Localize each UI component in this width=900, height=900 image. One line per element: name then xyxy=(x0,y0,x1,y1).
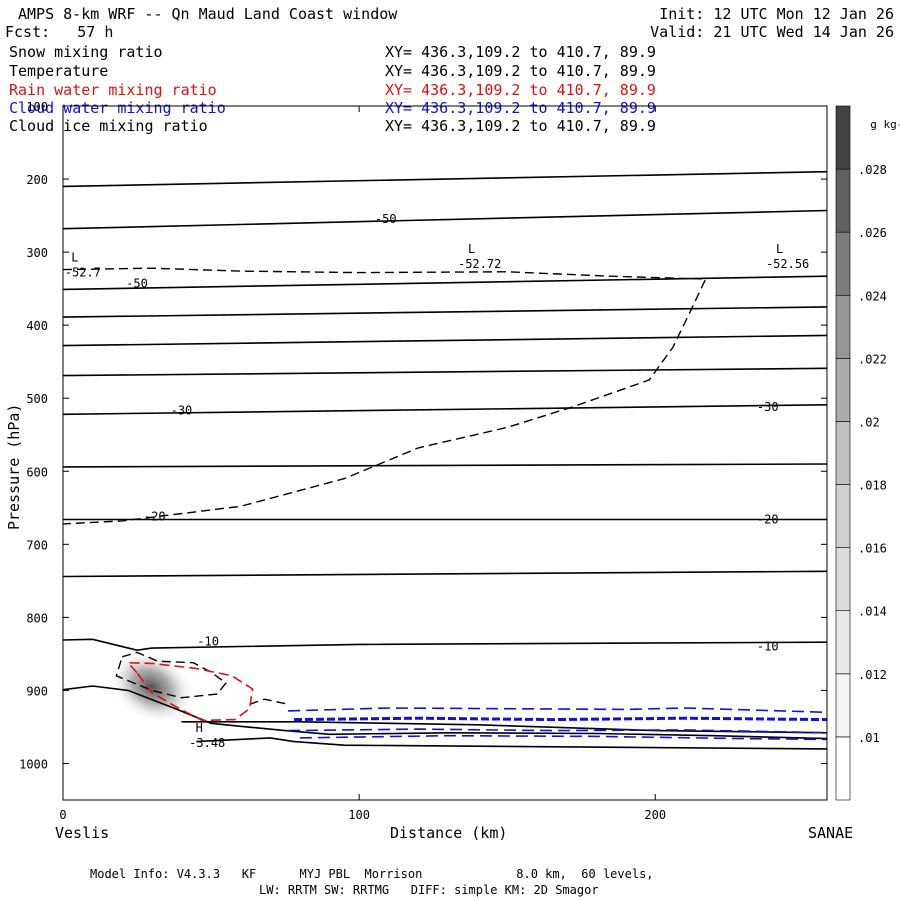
extremum-marker: H xyxy=(196,721,203,735)
extremum-value: -3.48 xyxy=(189,736,225,750)
plot-frame xyxy=(62,105,828,801)
colorbar-label: .028 xyxy=(858,163,887,177)
temperature-contour xyxy=(63,463,827,468)
field-xy-snow: XY= 436.3,109.2 to 410.7, 89.9 xyxy=(385,43,656,61)
colorbar-label: .022 xyxy=(858,352,887,366)
field-name-snow: Snow mixing ratio xyxy=(9,43,163,61)
temperature-contour xyxy=(181,721,827,734)
contour-label: -20 xyxy=(144,510,166,524)
extremum-value: -52.72 xyxy=(458,257,501,271)
model-info-line1: Model Info: V4.3.3 KF MYJ PBL Morrison 8… xyxy=(90,867,654,881)
field-name-cloud-ice: Cloud ice mixing ratio xyxy=(9,117,208,135)
colorbar-swatch xyxy=(835,168,851,233)
right-endpoint-label: SANAE xyxy=(808,824,854,842)
field-xy-temperature: XY= 436.3,109.2 to 410.7, 89.9 xyxy=(385,62,656,80)
temperature-contour xyxy=(63,404,827,416)
cloud-water-contour xyxy=(299,734,827,741)
y-tick-label: 900 xyxy=(26,684,48,698)
colorbar-swatch xyxy=(835,105,851,170)
field-xy-rain: XY= 436.3,109.2 to 410.7, 89.9 xyxy=(385,81,656,99)
y-tick-label: 400 xyxy=(26,319,48,333)
colorbar-units-label: g kg-1 xyxy=(870,118,900,131)
field-xy-cloud-ice: XY= 436.3,109.2 to 410.7, 89.9 xyxy=(385,117,656,135)
model-info-line2: LW: RRTM SW: RRTMG DIFF: simple KM: 2D S… xyxy=(259,883,599,897)
colorbar-label: .012 xyxy=(858,668,887,682)
colorbar-swatch xyxy=(835,294,851,359)
contour-label: -20 xyxy=(757,512,779,526)
y-tick-label: 1000 xyxy=(19,757,48,771)
cloud-water-contour xyxy=(288,707,827,714)
left-endpoint-label: Veslis xyxy=(55,824,110,842)
colorbar-label: .024 xyxy=(858,289,887,303)
y-tick-label: 500 xyxy=(26,392,48,406)
colorbar-label: .01 xyxy=(858,731,880,745)
colorbar-swatch xyxy=(835,673,851,738)
cloud-ice-contour xyxy=(249,698,286,705)
contour-label: -50 xyxy=(126,277,148,291)
temperature-contour xyxy=(63,306,827,318)
dashed-contour xyxy=(63,267,707,525)
colorbar-label: .026 xyxy=(858,226,887,240)
cloud-water-contour xyxy=(293,716,827,722)
cloud-water-contour xyxy=(288,728,827,734)
extremum-value: -52.56 xyxy=(766,257,809,271)
colorbar-swatch xyxy=(835,421,851,485)
field-xy-cloud-water: XY= 436.3,109.2 to 410.7, 89.9 xyxy=(385,99,656,117)
temperature-contour xyxy=(196,737,827,750)
y-tick-label: 300 xyxy=(26,246,48,260)
snow-shading xyxy=(108,649,196,725)
temperature-contour xyxy=(63,275,827,291)
colorbar-label: .016 xyxy=(858,542,887,556)
temperature-contour xyxy=(63,570,827,578)
extremum-value: -52.7 xyxy=(65,266,101,280)
temperature-contour xyxy=(63,367,827,377)
rain-contour xyxy=(126,661,254,722)
x-axis-title: Distance (km) xyxy=(390,824,508,842)
init-time: Init: 12 UTC Mon 12 Jan 26 xyxy=(659,5,894,23)
y-tick-label: 600 xyxy=(26,465,48,479)
temperature-contour xyxy=(63,209,827,230)
chart-title: AMPS 8-km WRF -- Qn Maud Land Coast wind… xyxy=(18,5,398,23)
colorbar-swatch xyxy=(835,736,851,801)
colorbar-label: .02 xyxy=(858,415,880,429)
temperature-contour xyxy=(63,170,827,188)
contour-label: -30 xyxy=(757,400,779,414)
extremum-marker: L xyxy=(468,242,475,256)
cloud-ice-contour xyxy=(115,651,227,699)
y-tick-label: 100 xyxy=(26,100,48,114)
field-name-temperature: Temperature xyxy=(9,62,109,80)
field-name-cloud-water: Cloud water mixing ratio xyxy=(9,99,226,117)
temperature-contour xyxy=(63,638,827,652)
colorbar-swatch xyxy=(835,358,851,422)
extremum-marker: L xyxy=(71,251,78,265)
field-name-rain: Rain water mixing ratio xyxy=(9,81,217,99)
colorbar-swatch xyxy=(835,484,851,548)
colorbar-label: .018 xyxy=(858,479,887,493)
contour-label: -50 xyxy=(375,212,397,226)
colorbar-units: g kg-1 xyxy=(857,101,900,133)
colorbar-swatch xyxy=(835,610,851,675)
colorbar-swatch xyxy=(835,231,851,296)
y-tick-label: 800 xyxy=(26,611,48,625)
y-axis-title: Pressure (hPa) xyxy=(5,403,23,530)
temperature-contour xyxy=(63,685,827,740)
temperature-contour xyxy=(63,334,827,347)
x-tick-label: 200 xyxy=(644,808,666,822)
contour-label: -10 xyxy=(197,634,219,648)
valid-time: Valid: 21 UTC Wed 14 Jan 26 xyxy=(650,23,894,41)
extremum-marker: L xyxy=(776,242,783,256)
contour-label: -30 xyxy=(171,404,193,418)
colorbar-label: .014 xyxy=(858,605,887,619)
contour-label: -10 xyxy=(757,640,779,654)
colorbar-swatch xyxy=(835,547,851,612)
y-tick-label: 200 xyxy=(26,173,48,187)
y-tick-label: 700 xyxy=(26,538,48,552)
forecast-hour: Fcst: 57 h xyxy=(5,23,114,41)
x-tick-label: 100 xyxy=(348,808,370,822)
x-tick-label: 0 xyxy=(59,808,66,822)
